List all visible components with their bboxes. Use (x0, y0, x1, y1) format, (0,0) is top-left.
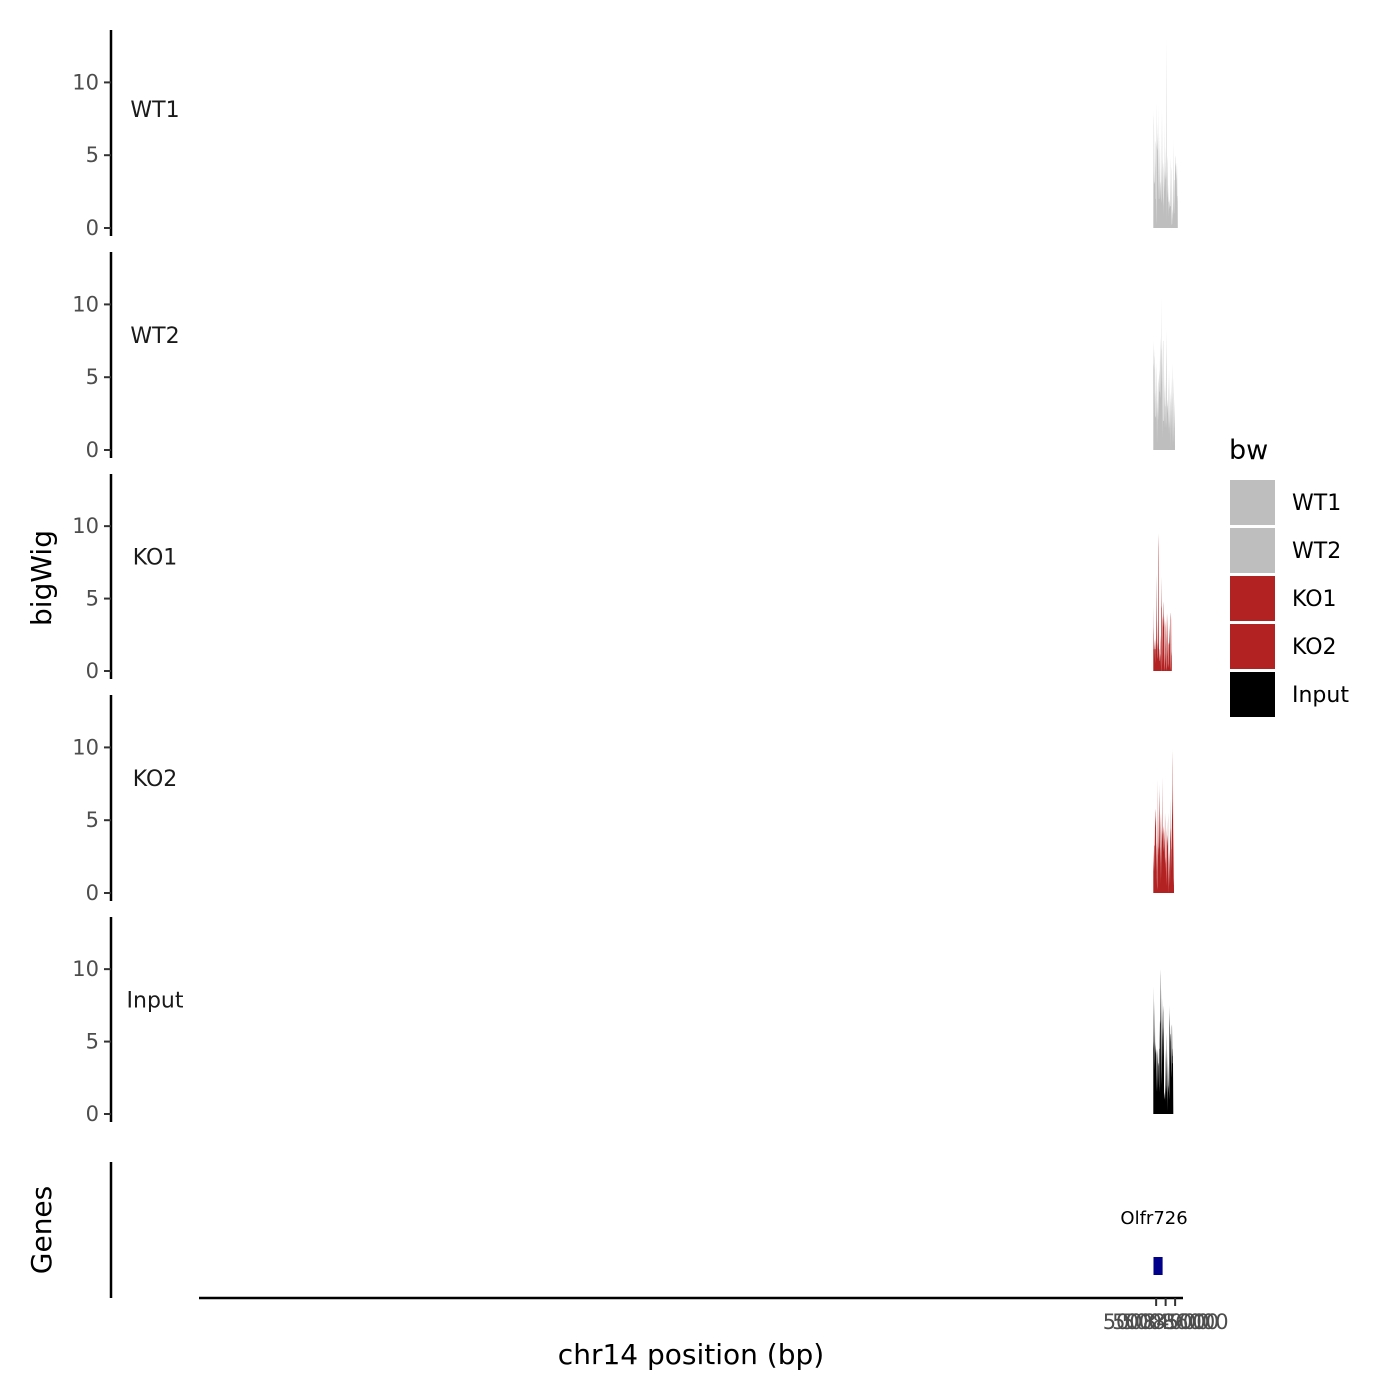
legend-label: KO2 (1292, 635, 1337, 660)
legend-key (1230, 672, 1275, 717)
y-tick-label: 5 (86, 1030, 99, 1054)
genes-panel: Genes Olfr726 (25, 1162, 1188, 1298)
track-ko1: 0 5 10 KO1 (72, 474, 1172, 683)
legend-key (1230, 624, 1275, 669)
y-tick-label: 0 (86, 216, 99, 240)
legend-key (1230, 576, 1275, 621)
track-label: Input (127, 989, 184, 1014)
y-tick-label: 0 (86, 438, 99, 462)
track-area-ko1 (1153, 533, 1172, 671)
track-area-input (1153, 969, 1174, 1114)
track-label: KO1 (133, 546, 178, 571)
track-label: WT1 (130, 98, 179, 123)
y-tick-label: 5 (86, 143, 99, 167)
tracks-layer: 0 5 10 WT1 0 5 10 WT2 0 5 10 KO1 0 5 10 KO2 0 5 10 Input (72, 30, 1178, 1126)
gene-label: Olfr726 (1120, 1208, 1187, 1229)
y-tick-label: 10 (72, 70, 99, 94)
x-tick-label: 50085000 (1112, 1310, 1219, 1334)
track-input: 0 5 10 Input (72, 917, 1174, 1126)
y-tick-label: 5 (86, 587, 99, 611)
y-tick-label: 0 (86, 659, 99, 683)
track-area-ko2 (1153, 750, 1174, 893)
x-axis-title: chr14 position (bp) (558, 1338, 824, 1371)
y-axis-title: bigWig (25, 530, 58, 626)
track-wt1: 0 5 10 WT1 (72, 30, 1178, 240)
y-tick-label: 0 (86, 881, 99, 905)
legend-title: bw (1229, 435, 1268, 466)
legend: bw WT1 WT2 KO1 KO2 Input (1229, 435, 1349, 717)
y-tick-label: 10 (72, 735, 99, 759)
track-wt2: 0 5 10 WT2 (72, 252, 1175, 462)
y-tick-label: 10 (72, 292, 99, 316)
legend-label: WT1 (1292, 491, 1341, 516)
track-label: WT2 (130, 324, 179, 349)
y-tick-label: 5 (86, 365, 99, 389)
legend-key (1230, 480, 1275, 525)
track-ko2: 0 5 10 KO2 (72, 695, 1174, 905)
legend-key (1230, 528, 1275, 573)
x-tick-label: 50086000 (1122, 1310, 1229, 1334)
gene-body-olfr726 (1153, 1257, 1163, 1275)
y-tick-label: 0 (86, 1102, 99, 1126)
genes-panel-label: Genes (25, 1186, 58, 1274)
legend-items: WT1 WT2 KO1 KO2 Input (1230, 480, 1349, 717)
gene-layer: Olfr726 (1120, 1208, 1188, 1275)
x-tick-label: 50084000 (1103, 1310, 1210, 1334)
y-tick-label: 5 (86, 808, 99, 832)
track-label: KO2 (133, 767, 178, 792)
track-area-wt1 (1153, 38, 1178, 229)
track-area-wt2 (1153, 297, 1175, 450)
y-tick-label: 10 (72, 514, 99, 538)
legend-label: KO1 (1292, 587, 1337, 612)
y-tick-label: 10 (72, 957, 99, 981)
legend-label: Input (1292, 683, 1349, 708)
legend-label: WT2 (1292, 539, 1341, 564)
